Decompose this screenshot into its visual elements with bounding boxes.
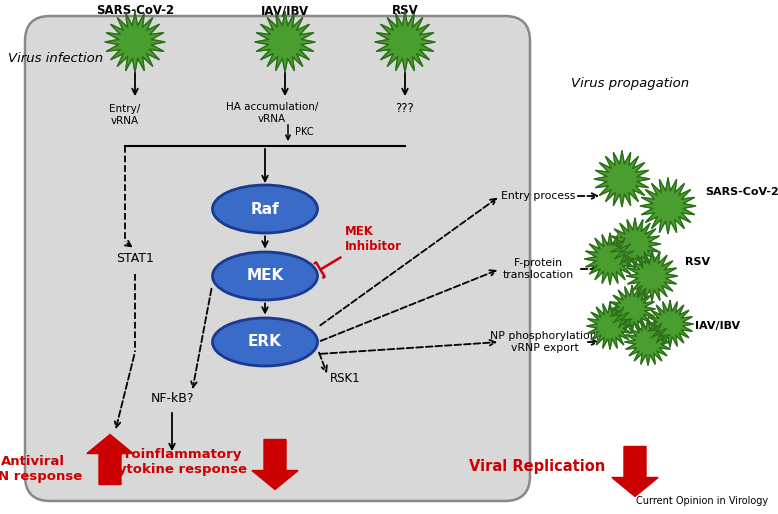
Text: Viral Replication: Viral Replication <box>469 458 605 473</box>
Polygon shape <box>608 286 655 332</box>
Polygon shape <box>587 303 633 349</box>
Text: Virus infection: Virus infection <box>8 52 103 65</box>
Ellipse shape <box>212 185 317 233</box>
Text: PKC: PKC <box>295 127 314 137</box>
Polygon shape <box>640 178 696 234</box>
Text: IAV/IBV: IAV/IBV <box>261 4 309 17</box>
Text: Raf: Raf <box>251 201 279 216</box>
Polygon shape <box>609 218 661 269</box>
Text: Entry/
vRNA: Entry/ vRNA <box>110 104 141 125</box>
Text: Entry process: Entry process <box>501 191 575 201</box>
Ellipse shape <box>212 252 317 300</box>
Polygon shape <box>584 233 636 285</box>
FancyArrow shape <box>87 434 133 485</box>
FancyArrow shape <box>252 439 298 489</box>
Text: STAT1: STAT1 <box>116 252 154 266</box>
Polygon shape <box>594 151 650 207</box>
Text: ???: ??? <box>396 102 415 115</box>
Polygon shape <box>105 12 165 72</box>
Text: SARS-CoV-2: SARS-CoV-2 <box>96 4 174 17</box>
Text: Proinflammatory
cytokine response: Proinflammatory cytokine response <box>110 448 247 476</box>
Text: NP phosphorylation/
vRNP export: NP phosphorylation/ vRNP export <box>490 331 600 353</box>
Text: RSV: RSV <box>391 4 419 17</box>
Ellipse shape <box>212 318 317 366</box>
Text: HA accumulation/
vRNA: HA accumulation/ vRNA <box>226 102 318 123</box>
Text: Antiviral
IFN response: Antiviral IFN response <box>0 455 82 483</box>
FancyArrow shape <box>612 447 658 497</box>
Text: Current Opinion in Virology: Current Opinion in Virology <box>636 496 768 506</box>
Text: SARS-CoV-2: SARS-CoV-2 <box>705 187 778 197</box>
Text: Virus propagation: Virus propagation <box>571 78 689 90</box>
Text: NF-kB?: NF-kB? <box>150 393 194 406</box>
Polygon shape <box>625 319 671 365</box>
Polygon shape <box>626 250 678 302</box>
Text: F-protein
translocation: F-protein translocation <box>503 258 573 280</box>
FancyBboxPatch shape <box>25 16 530 501</box>
Text: ERK: ERK <box>248 335 282 350</box>
Polygon shape <box>647 301 693 347</box>
Text: RSK1: RSK1 <box>330 373 361 386</box>
Text: IAV/IBV: IAV/IBV <box>695 321 740 331</box>
Text: RSV: RSV <box>685 257 710 267</box>
Polygon shape <box>255 12 315 72</box>
Text: MEK
Inhibitor: MEK Inhibitor <box>345 225 402 253</box>
Polygon shape <box>375 12 435 72</box>
Text: MEK: MEK <box>247 268 284 284</box>
